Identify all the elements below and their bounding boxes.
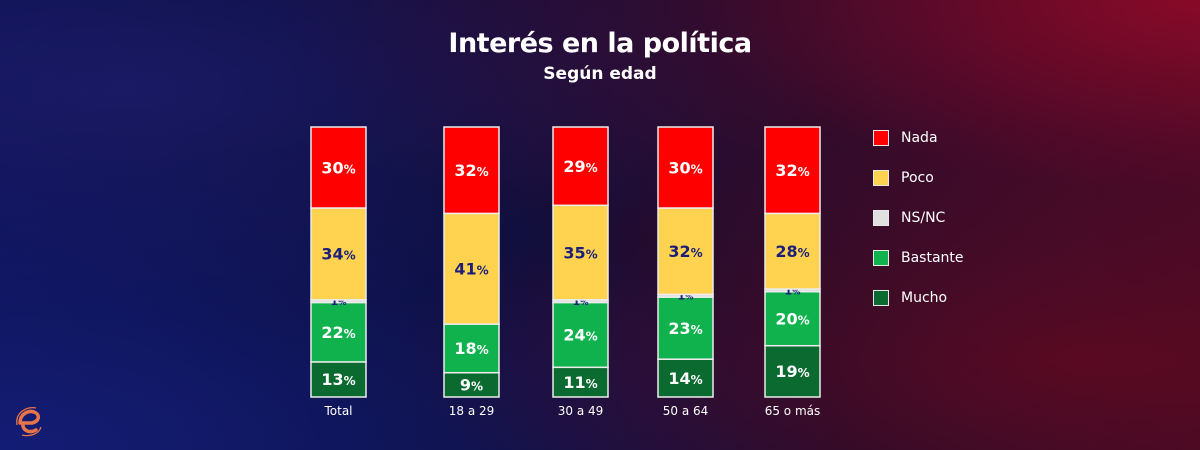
data-label: 9% [460,376,483,395]
legend-swatch [873,210,889,226]
legend-swatch [873,130,889,146]
bar-segment-nada [552,126,609,207]
bar-group-30-a-49: 11% 24% 1% 35% 29% [552,126,609,398]
data-label: 30% [321,158,355,177]
bar-segment-bastante [443,323,500,374]
bar-segment-nada [310,126,367,209]
legend-item-poco: Poco [873,168,934,188]
legend-swatch [873,290,889,306]
data-label: 22% [321,323,355,342]
bar-segment-mucho [443,371,500,398]
bar-segment-poco [552,204,609,301]
data-label: 41% [454,260,488,279]
x-tick-label: 50 a 64 [663,404,709,418]
bar-segment-bastante [764,290,821,347]
bar-segment-poco [443,212,500,325]
data-label: 32% [775,161,809,180]
data-label: 1% [785,284,801,297]
data-label: 29% [563,157,597,176]
data-label: 30% [668,158,702,177]
data-label: 23% [668,319,702,338]
data-label: 11% [563,373,597,392]
legend-label: Poco [901,170,934,186]
legend-swatch [873,170,889,186]
bar-group-total: 13% 22% 1% 34% 30% [310,126,367,398]
bar-segment-mucho [657,358,714,398]
legend-item-ns-nc: NS/NC [873,208,945,228]
chart-title: Interés en la política [448,28,752,59]
brand-logo-icon [14,405,44,437]
data-label: 1% [678,290,694,303]
bar-segment-bastante [552,301,609,369]
legend-label: Bastante [901,250,964,266]
bar-segment-nada [764,126,821,215]
data-label: 14% [668,369,702,388]
data-label: 28% [775,242,809,261]
chart-subtitle: Según edad [543,64,657,84]
bar-group-65-o-m-s: 19% 20% 1% 28% 32% [764,126,821,398]
legend-item-nada: Nada [873,128,938,148]
x-tick-label: 65 o más [765,404,821,418]
bar-segment-bastante [657,296,714,360]
x-tick-label: Total [323,404,352,418]
data-label: 32% [668,242,702,261]
data-label: 34% [321,245,355,264]
data-label: 19% [775,362,809,381]
x-tick-label: 18 a 29 [449,404,495,418]
data-label: 1% [573,295,589,308]
bar-segment-bastante [310,301,367,363]
bar-group-18-a-29: 9% 18% 41% 32% [443,126,500,398]
bar-segment-mucho [764,344,821,398]
data-label: 32% [454,161,488,180]
bar-segment-poco [657,207,714,296]
bar-segment-mucho [552,366,609,398]
data-label: 13% [321,370,355,389]
legend-swatch [873,250,889,266]
legend-label: Mucho [901,290,948,306]
legend-label: NS/NC [901,210,946,226]
data-label: 24% [563,326,597,345]
bar-segment-nada [657,126,714,209]
legend-item-bastante: Bastante [873,248,964,268]
legend-label: Nada [901,130,938,146]
data-label: 18% [454,339,488,358]
x-tick-label: 30 a 49 [558,404,604,418]
legend-item-mucho: Mucho [873,288,947,308]
bar-segment-nada [443,126,500,215]
data-label: 35% [563,243,597,262]
bar-group-50-a-64: 14% 23% 1% 32% 30% [657,126,714,398]
data-label: 20% [775,309,809,328]
data-label: 1% [331,295,347,308]
